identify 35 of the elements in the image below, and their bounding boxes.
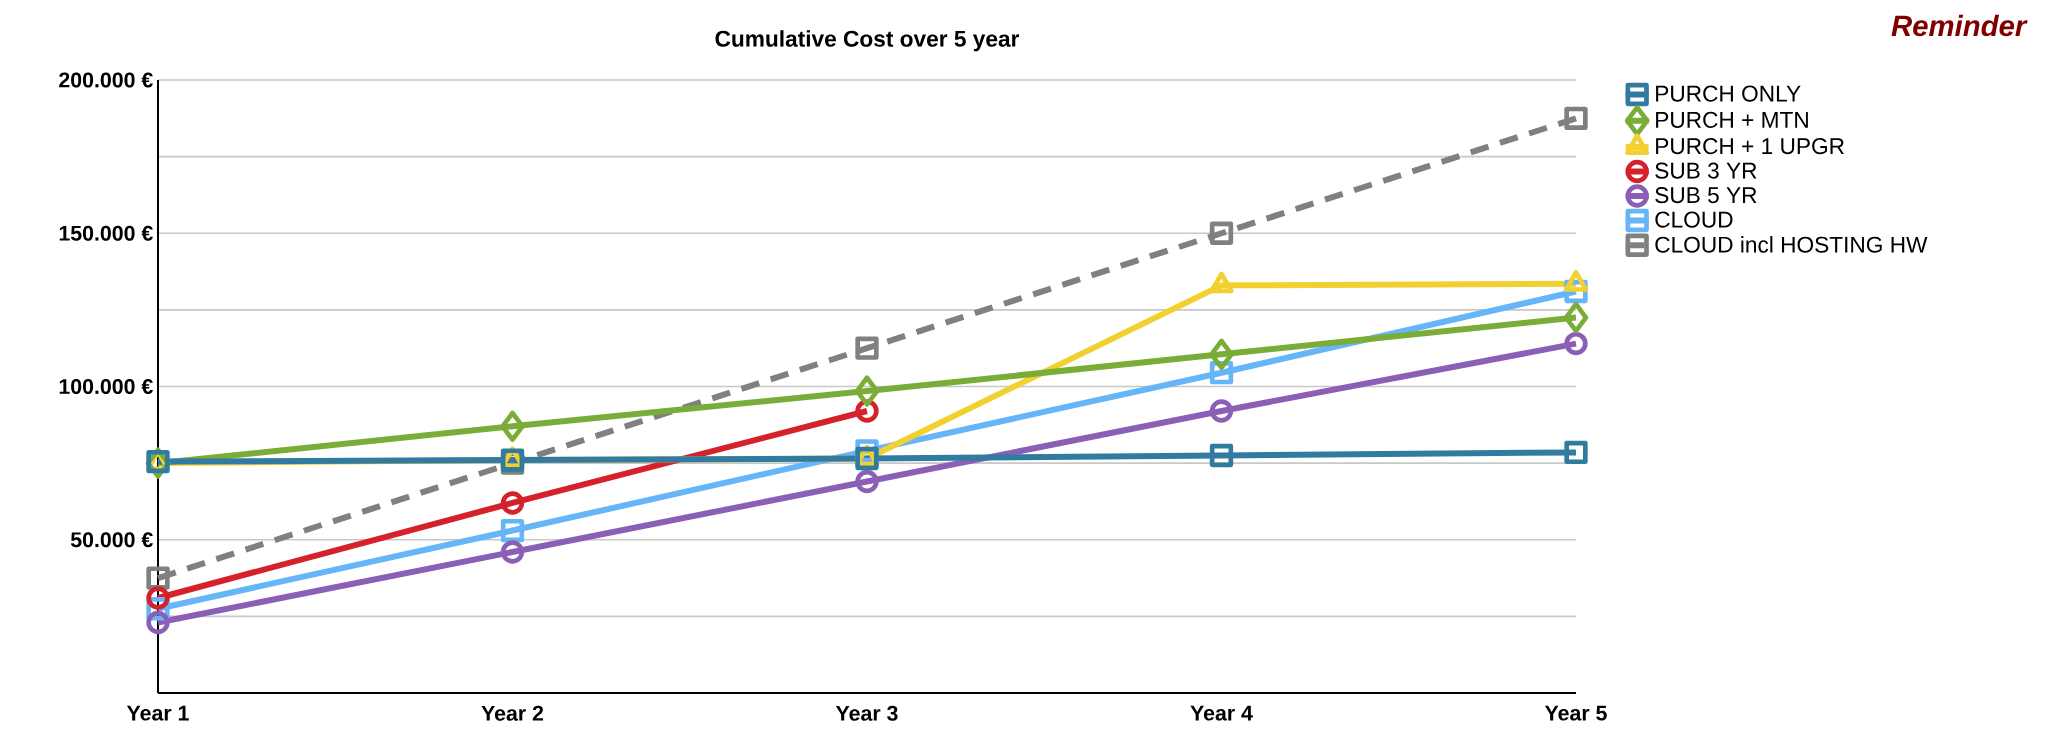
point — [500, 540, 525, 564]
point — [1209, 221, 1234, 245]
y-tick-label: 50.000 € — [70, 532, 153, 548]
point — [146, 586, 170, 610]
point — [500, 410, 525, 443]
point — [1209, 443, 1234, 468]
y-tick-label: 200.000 € — [59, 72, 153, 88]
legend-label: PURCH + 1 UPGR — [1656, 138, 1844, 155]
x-tick-label: Year 1 — [126, 705, 189, 721]
point — [1563, 301, 1589, 334]
point — [500, 518, 525, 543]
point — [1209, 399, 1234, 423]
point — [855, 469, 879, 494]
point — [1564, 331, 1588, 356]
point — [855, 336, 879, 360]
legend-label: PURCH + MTN — [1656, 111, 1808, 128]
chart-title: Cumulative Cost over 5 year — [715, 30, 1020, 52]
legend-label: SUB 3 YR — [1655, 162, 1757, 179]
legend-label: CLOUD incl HOSTING HW — [1655, 236, 1928, 253]
point — [854, 375, 880, 407]
y-tick-label: 150.000 € — [59, 225, 153, 241]
point — [500, 491, 525, 515]
x-tick-label: Year 3 — [835, 705, 898, 721]
point — [1564, 440, 1588, 465]
point — [146, 610, 170, 635]
point — [1209, 338, 1234, 370]
y-tick-label: 100.000 € — [59, 378, 153, 395]
legend-label: CLOUD — [1655, 211, 1733, 228]
x-tick-label: Year 2 — [481, 705, 544, 721]
legend-label: SUB 5 YR — [1655, 187, 1757, 204]
x-tick-label: Year 4 — [1190, 705, 1253, 721]
legend-label: PURCH ONLY — [1656, 85, 1801, 102]
text: Reminder — [1891, 14, 2028, 37]
point — [1564, 106, 1588, 130]
x-tick-label: Year 5 — [1544, 705, 1607, 721]
